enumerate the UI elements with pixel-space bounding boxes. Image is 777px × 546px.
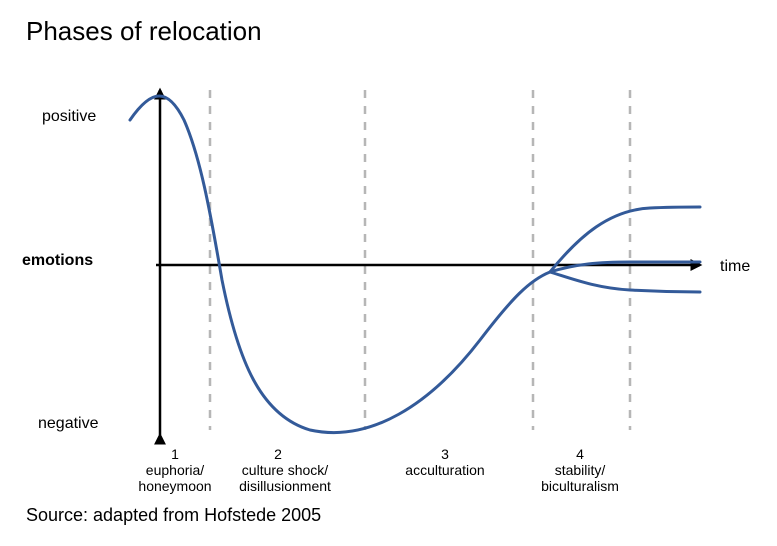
phase-label-1: euphoria/ honeymoon [138, 462, 211, 494]
page-title: Phases of relocation [26, 16, 262, 47]
emotion-curve-branch-2 [550, 262, 700, 272]
y-label-positive: positive [42, 108, 96, 126]
phase-number-3: 3 [441, 446, 449, 462]
phase-number-4: 4 [576, 446, 584, 462]
y-axis-label: emotions [22, 252, 93, 270]
x-axis-label: time [720, 258, 750, 276]
page-root: Phases of relocation positive negative e… [0, 0, 777, 546]
phase-number-2: 2 [274, 446, 282, 462]
phase-label-2: culture shock/ disillusionment [239, 462, 331, 494]
phase-label-3: acculturation [405, 462, 484, 478]
chart-svg [110, 60, 750, 470]
y-label-negative: negative [38, 415, 99, 433]
source-text: Source: adapted from Hofstede 2005 [26, 505, 321, 526]
emotion-curve-branch-3 [550, 272, 700, 292]
phase-label-4: stability/ biculturalism [541, 462, 619, 494]
phase-number-1: 1 [171, 446, 179, 462]
chart-container [110, 60, 750, 470]
